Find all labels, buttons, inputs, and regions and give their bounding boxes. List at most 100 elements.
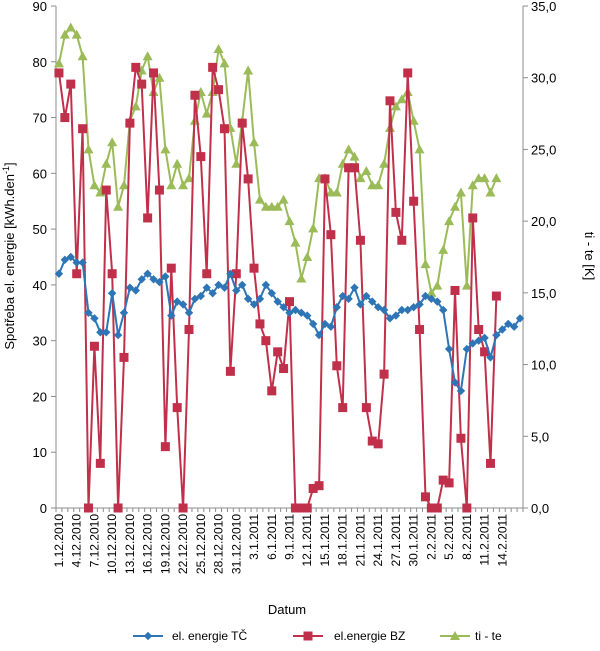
data-point-diamond: [184, 308, 194, 317]
data-point-square: [178, 503, 188, 513]
y-right-tick-label: 20,0: [531, 214, 556, 229]
data-point-square: [107, 269, 117, 279]
data-point-diamond: [84, 308, 93, 317]
data-point-square: [119, 352, 129, 362]
data-point-diamond: [190, 294, 200, 304]
data-point-diamond: [226, 269, 235, 278]
data-point-triangle: [414, 144, 425, 154]
data-point-square: [420, 492, 430, 502]
y-right-tick-label: 35,0: [531, 0, 556, 14]
data-point-square: [279, 364, 289, 374]
data-point-square: [101, 185, 111, 195]
data-point-diamond: [326, 322, 336, 331]
data-point-diamond: [72, 258, 81, 267]
data-point-diamond: [261, 280, 271, 290]
data-point-square: [66, 79, 76, 89]
data-point-square: [243, 174, 253, 184]
data-point-triangle: [308, 223, 319, 233]
data-point-square: [432, 503, 442, 513]
data-point-square: [219, 124, 229, 134]
data-point-diamond: [504, 319, 513, 329]
data-point-diamond: [149, 275, 158, 284]
y-right-tick-label: 25,0: [531, 142, 556, 157]
data-point-diamond: [208, 289, 217, 298]
series-square-group: [54, 62, 501, 513]
data-point-triangle: [373, 180, 384, 190]
data-point-diamond: [486, 353, 495, 362]
data-point-square: [409, 196, 419, 206]
data-point-diamond: [415, 300, 424, 309]
data-point-square: [113, 503, 123, 513]
data-point-diamond: [220, 283, 229, 292]
data-point-diamond: [285, 308, 294, 317]
data-point-triangle: [491, 173, 502, 183]
data-point-diamond: [96, 328, 105, 337]
series-triangle-group: [53, 22, 502, 297]
data-point-diamond: [303, 311, 312, 320]
data-point-diamond: [421, 291, 430, 301]
y-left-tick-label: 0: [40, 501, 47, 516]
data-point-square: [131, 62, 141, 72]
data-point-square: [160, 442, 170, 452]
data-point-diamond: [102, 328, 111, 337]
data-point-square: [267, 386, 277, 396]
data-point-diamond: [249, 300, 259, 309]
data-point-triangle: [71, 29, 82, 39]
data-point-square: [438, 475, 448, 485]
data-point-diamond: [172, 297, 182, 306]
x-tick-label: 8.2.2011: [460, 514, 474, 560]
data-point-triangle: [444, 216, 455, 226]
data-point-diamond: [119, 308, 129, 317]
y-right-tick-label: 30,0: [531, 71, 556, 86]
y-axis-left-title: Spotřeba el. energie [kWh.den-1]: [1, 162, 17, 349]
data-point-square: [84, 503, 94, 513]
data-point-triangle: [479, 173, 490, 183]
data-point-square: [332, 361, 342, 371]
legend-label: el.energie BZ: [334, 629, 405, 643]
data-point-diamond: [509, 322, 519, 331]
data-point-square: [143, 213, 153, 223]
data-point-diamond: [362, 291, 371, 301]
data-point-square: [379, 369, 389, 379]
data-point-square: [237, 118, 247, 128]
y-left-tick-label: 40: [33, 278, 47, 293]
data-point-triangle: [432, 280, 443, 290]
data-point-square: [491, 291, 501, 301]
y-left-tick-label: 50: [33, 222, 47, 237]
right-axis-ticks: 0,0 5,0 10,0 15,0 20,0 25,0 30,0 35,0: [523, 0, 556, 516]
y-axis-left-title-superscript: -1: [1, 166, 11, 174]
data-point-diamond: [368, 297, 377, 306]
data-point-diamond: [161, 272, 170, 281]
data-point-triangle: [331, 187, 342, 197]
legend-item: el.energie BZ: [293, 629, 405, 643]
data-point-triangle: [184, 173, 195, 183]
data-point-square: [149, 68, 159, 78]
data-point-square: [255, 319, 265, 329]
data-point-diamond: [279, 303, 288, 312]
x-tick-label: 5.2.2011: [442, 514, 456, 560]
data-point-square: [196, 152, 206, 162]
data-point-diamond: [468, 339, 477, 348]
data-point-diamond: [291, 305, 300, 315]
data-point-triangle: [396, 94, 407, 104]
data-point-triangle: [455, 187, 466, 197]
legend-item: ti - te: [440, 629, 502, 643]
data-point-diamond: [113, 330, 123, 340]
legend-item: el. energie TČ: [133, 628, 247, 643]
data-point-triangle: [426, 287, 437, 297]
x-tick-label: 15.1.2011: [318, 514, 332, 567]
data-point-triangle: [420, 259, 431, 269]
data-point-triangle: [355, 173, 366, 183]
y-left-tick-label: 30: [33, 334, 47, 349]
data-point-square: [373, 439, 383, 449]
data-point-triangle: [243, 65, 254, 75]
data-point-square: [367, 436, 377, 446]
y-right-tick-label: 15,0: [531, 286, 556, 301]
legend-label: el. energie TČ: [172, 628, 247, 643]
data-point-triangle: [201, 108, 212, 118]
data-point-diamond: [202, 283, 211, 292]
data-point-triangle: [296, 273, 307, 283]
data-point-triangle: [59, 29, 70, 39]
data-point-diamond: [178, 300, 188, 309]
